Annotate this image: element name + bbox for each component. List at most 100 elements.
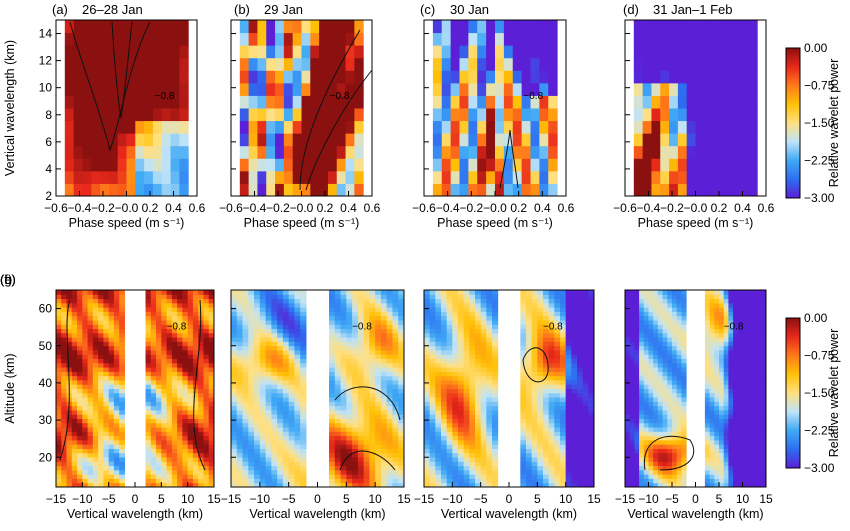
heatmap-cell <box>644 324 649 329</box>
heatmap-cell <box>249 33 258 46</box>
heatmap-cell <box>56 414 62 419</box>
heatmap-cell <box>369 303 375 308</box>
heatmap-cell <box>329 397 335 402</box>
heatmap-cell <box>687 70 696 83</box>
heatmap-cell <box>392 307 398 312</box>
heatmap-cell <box>254 337 260 342</box>
heatmap-cell <box>341 367 347 372</box>
heatmap-cell <box>231 350 237 355</box>
heatmap-cell <box>424 299 430 304</box>
heatmap-cell <box>161 453 167 458</box>
x-tick-label: −0.0 <box>115 201 139 215</box>
heatmap-cell <box>231 470 237 475</box>
heatmap-cell <box>153 33 162 46</box>
heatmap-cell <box>392 423 398 428</box>
heatmap-cell <box>566 431 572 436</box>
heatmap-cell <box>486 324 492 329</box>
heatmap-cell <box>161 303 167 308</box>
heatmap-cell <box>740 58 749 71</box>
heatmap-cell <box>156 440 162 445</box>
heatmap-cell <box>257 95 266 108</box>
heatmap-cell <box>731 158 740 171</box>
heatmap-cell <box>188 397 194 402</box>
heatmap-cell <box>240 158 249 171</box>
heatmap-cell <box>103 359 109 364</box>
x-tick-label: −5 <box>474 492 488 506</box>
heatmap-cell <box>520 290 526 295</box>
x-tick-label: 0.2 <box>142 201 159 215</box>
heatmap-cell <box>481 393 487 398</box>
heatmap-cell <box>583 299 589 304</box>
heatmap-cell <box>177 371 183 376</box>
heatmap-cell <box>520 307 526 312</box>
heatmap-cell <box>114 453 120 458</box>
heatmap-cell <box>341 350 347 355</box>
heatmap-cell <box>644 311 649 316</box>
heatmap-cell <box>554 444 560 449</box>
x-tick-label: 10 <box>368 492 382 506</box>
heatmap-cell <box>644 371 649 376</box>
heatmap-cell <box>156 350 162 355</box>
heatmap-cell <box>277 440 283 445</box>
heatmap-cell <box>329 423 335 428</box>
heatmap-cell <box>329 341 335 346</box>
heatmap-cell <box>658 440 663 445</box>
heatmap-cell <box>203 431 209 436</box>
heatmap-cell <box>294 294 300 299</box>
heatmap-cell <box>243 299 249 304</box>
heatmap-cell <box>549 406 555 411</box>
heatmap-cell <box>179 171 188 184</box>
heatmap-cell <box>447 423 453 428</box>
x-axis-label: Phase speed (m s⁻¹) <box>69 216 185 230</box>
heatmap-cell <box>257 171 266 184</box>
heatmap-cell <box>435 401 441 406</box>
heatmap-cell <box>435 414 441 419</box>
heatmap-cell <box>704 20 713 33</box>
heatmap-cell <box>526 466 532 471</box>
heatmap-cell <box>639 367 644 372</box>
heatmap-cell <box>93 431 99 436</box>
heatmap-cell <box>271 466 277 471</box>
heatmap-cell <box>639 359 644 364</box>
heatmap-cell <box>660 108 669 121</box>
heatmap-cell <box>161 431 167 436</box>
heatmap-cell <box>583 354 589 359</box>
heatmap-cell <box>663 461 668 466</box>
heatmap-cell <box>571 440 577 445</box>
heatmap-cell <box>283 397 289 402</box>
heatmap-cell <box>522 20 531 33</box>
heatmap-cell <box>441 363 447 368</box>
heatmap-cell <box>704 121 713 134</box>
heatmap-cell <box>387 299 393 304</box>
heatmap-cell <box>651 121 660 134</box>
heatmap-cell <box>329 461 335 466</box>
heatmap-cell <box>257 70 266 83</box>
heatmap-cell <box>560 376 566 381</box>
heatmap-cell <box>537 303 543 308</box>
heatmap-cell <box>293 70 302 83</box>
heatmap-cell <box>560 431 566 436</box>
heatmap-cell <box>182 299 188 304</box>
heatmap-cell <box>424 406 430 411</box>
heatmap-cell <box>392 350 398 355</box>
heatmap-cell <box>492 329 498 334</box>
heatmap-cell <box>337 146 346 159</box>
heatmap-cell <box>172 337 178 342</box>
heatmap-cell <box>277 389 283 394</box>
heatmap-cell <box>458 346 464 351</box>
heatmap-cell <box>447 436 453 441</box>
heatmap-cell <box>119 414 125 419</box>
heatmap-cell <box>486 303 492 308</box>
heatmap-cell <box>663 350 668 355</box>
heatmap-cell <box>644 320 649 325</box>
heatmap-cell <box>571 414 577 419</box>
y-tick-label: 2 <box>45 189 52 203</box>
heatmap-cell <box>460 121 469 134</box>
heatmap-cell <box>387 294 393 299</box>
heatmap-cell <box>566 320 572 325</box>
heatmap-cell <box>146 470 152 475</box>
heatmap-cell <box>294 341 300 346</box>
heatmap-cell <box>146 350 152 355</box>
heatmap-cell <box>352 406 358 411</box>
heatmap-cell <box>156 367 162 372</box>
